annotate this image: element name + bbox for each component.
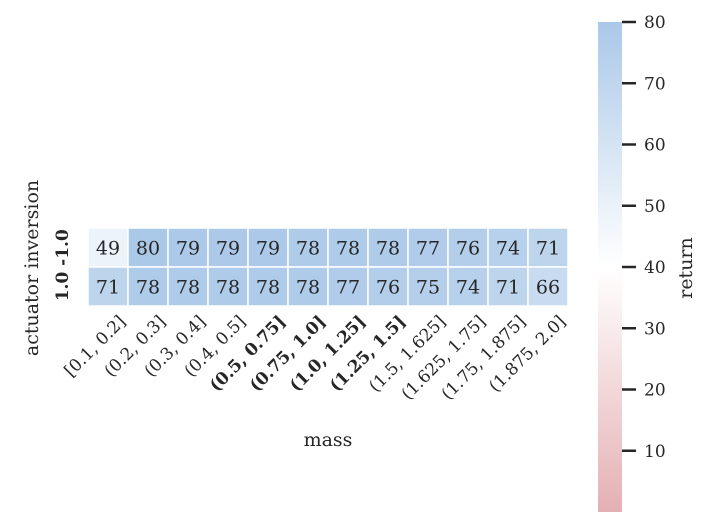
heatmap-cell	[367, 227, 409, 268]
colorbar-label: return	[675, 237, 697, 299]
colorbar-tick-label: 40	[644, 258, 666, 278]
cell-value-label: 75	[416, 277, 440, 299]
cell-value-label: 71	[96, 277, 120, 299]
cell-value-label: 78	[336, 238, 360, 260]
cell-value-label: 78	[256, 277, 280, 299]
x-tick-labels: [0.1, 0.2](0.2, 0.3](0.3, 0.4](0.4, 0.5]…	[61, 312, 570, 404]
cell-value-label: 78	[296, 238, 320, 260]
cell-value-label: 79	[216, 238, 240, 260]
cell-value-label: 76	[376, 277, 400, 299]
cell-value-label: 71	[496, 277, 520, 299]
colorbar: 10 20 30 40 50 60 70 80	[598, 13, 666, 512]
cell-value-label: 66	[536, 277, 560, 299]
colorbar-gradient	[598, 22, 622, 512]
heatmap-cell	[127, 266, 169, 307]
colorbar-tick-label: 80	[644, 13, 666, 33]
x-axis-label: mass	[304, 429, 353, 451]
heatmap-cell	[327, 266, 369, 307]
colorbar-tick-label: 30	[644, 319, 666, 339]
heatmap-cell	[447, 266, 489, 307]
heatmap-cell	[207, 266, 249, 307]
cell-value-label: 49	[96, 238, 120, 260]
cell-value-label: 78	[296, 277, 320, 299]
colorbar-tick-label: 20	[644, 381, 666, 401]
cell-value-label: 77	[336, 277, 360, 299]
heatmap-cell	[87, 266, 129, 307]
cell-value-label: 80	[136, 238, 160, 260]
heatmap-cell	[527, 227, 569, 268]
colorbar-tick-label: 70	[644, 74, 666, 94]
cell-value-label: 78	[176, 277, 200, 299]
cell-value-label: 78	[216, 277, 240, 299]
heatmap-cell	[527, 266, 569, 307]
colorbar-tick-label: 50	[644, 197, 666, 217]
y-tick-labels: -1.0 1.0	[53, 229, 73, 301]
colorbar-tick-label: 10	[644, 442, 666, 462]
heatmap-cells: 49 80 79 79 79 78 78 78 77 76 74 71 71 78 78 78 78 78 77 76…	[87, 227, 569, 307]
heatmap-cell	[247, 266, 289, 307]
heatmap-cell	[367, 266, 409, 307]
cell-value-label: 79	[256, 238, 280, 260]
y-axis-label: actuator inversion	[21, 180, 43, 356]
cell-value-label: 78	[136, 277, 160, 299]
cell-value-label: 74	[456, 277, 480, 299]
cell-value-label: 77	[416, 238, 440, 260]
cell-value-label: 79	[176, 238, 200, 260]
heatmap-cell	[407, 266, 449, 307]
heatmap-cell	[487, 266, 529, 307]
heatmap-cell	[447, 227, 489, 268]
cell-value-label: 76	[456, 238, 480, 260]
y-tick-label: -1.0	[53, 229, 73, 266]
cell-value-label: 71	[536, 238, 560, 260]
colorbar-tick-label: 60	[644, 136, 666, 156]
cell-value-label: 74	[496, 238, 520, 260]
cell-value-label: 78	[376, 238, 400, 260]
y-tick-label: 1.0	[53, 272, 73, 302]
heatmap-cell	[287, 227, 329, 268]
